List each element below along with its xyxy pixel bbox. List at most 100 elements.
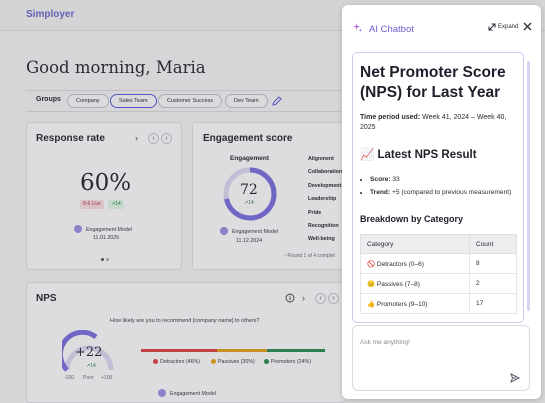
group-chip-dev-team[interactable]: Dev Team	[225, 94, 268, 108]
expand-icon[interactable]	[488, 23, 496, 31]
legend-promoters-label: Promoters (24%)	[271, 359, 312, 365]
nps-gauge	[62, 330, 114, 372]
trend-item: Trend: +5 (compared to previous measurem…	[370, 188, 520, 198]
chatbot-title: AI Chatbot	[369, 24, 414, 35]
category-cell: 👍 Promoters (9–10)	[360, 293, 470, 314]
model-name: Engagement Model	[232, 229, 278, 235]
time-period-value: Week 41, 2024 – Week 40, 2025	[360, 114, 507, 131]
nps-result-list: Score: 33 Trend: +5 (compared to previou…	[360, 175, 520, 198]
nps-scale-min: -100	[64, 375, 75, 381]
category-item[interactable]: Well-being	[308, 236, 335, 243]
column-header-count: Count	[469, 234, 517, 254]
chatbot-panel: AI Chatbot Expand Net Promoter Score (NP…	[342, 5, 541, 399]
close-icon[interactable]	[523, 22, 532, 31]
round-progress: ◔ Round 1 of 4 complet	[283, 253, 335, 259]
nps-question: How likely are you to recommend [company…	[110, 318, 260, 324]
detractors-bar	[141, 349, 217, 352]
groups-filter: Groups Company Sales Team Customer Succe…	[26, 90, 356, 112]
info-icon[interactable]	[285, 293, 295, 303]
engagement-delta-value: 14	[248, 200, 254, 206]
model-date: 11.12.2024	[236, 238, 263, 244]
category-item[interactable]: Recognition	[308, 222, 339, 229]
message-content: Net Promoter Score (NPS) for Last Year T…	[360, 63, 520, 314]
nps-scale-label: Poor	[83, 375, 94, 381]
nps-title: NPS	[36, 293, 57, 304]
table-row: 🚫 Detractors (0–6) 8	[360, 253, 517, 274]
category-cell: 😐 Passives (7–8)	[360, 273, 470, 294]
response-rate-card	[26, 122, 182, 270]
chevron-right-icon[interactable]: ›	[328, 293, 339, 304]
engagement-delta: ↗14	[244, 200, 254, 206]
greeting-title: Good morning, Maria	[26, 58, 206, 77]
latest-nps-heading: 📈 Latest NPS Result	[360, 149, 477, 161]
engagement-label: Engagement	[230, 155, 270, 162]
model-name: Engagement Model	[170, 391, 216, 397]
spark-icon	[353, 23, 362, 32]
chevron-right-icon[interactable]: ›	[161, 133, 172, 144]
chevron-right-icon[interactable]: ›	[302, 293, 305, 303]
group-chip-sales-team[interactable]: Sales Team	[110, 94, 157, 108]
message-scrollbar[interactable]	[527, 61, 530, 311]
pager-dot[interactable]	[106, 258, 109, 261]
delta-badge: ↗14	[108, 200, 124, 209]
chatbot-header: AI Chatbot Expand	[342, 5, 541, 49]
delta-value: 14	[115, 201, 121, 207]
group-chip-customer-success[interactable]: Customer Success	[158, 94, 223, 108]
category-table: Category Count 🚫 Detractors (0–6) 8 😐 Pa…	[360, 234, 517, 314]
response-rate-title: Response rate	[36, 133, 105, 144]
chevron-right-icon[interactable]: ›	[135, 133, 138, 143]
table-header-row: Category Count	[360, 234, 517, 254]
score-value: 33	[390, 176, 400, 183]
category-item[interactable]: Development	[308, 182, 342, 189]
category-item[interactable]: Collaboration	[308, 169, 343, 176]
table-row: 👍 Promoters (9–10) 17	[360, 293, 517, 314]
chat-input[interactable]	[360, 336, 520, 348]
legend-passives-label: Passives (30%)	[218, 359, 255, 365]
score-item: Score: 33	[370, 175, 520, 185]
group-chip-company[interactable]: Company	[67, 94, 109, 108]
nps-value: +22	[75, 345, 103, 360]
response-rate-value: 60%	[80, 170, 132, 196]
nps-delta-value: 14	[90, 363, 96, 369]
model-icon	[158, 389, 166, 397]
column-header-category: Category	[360, 234, 470, 254]
time-period: Time period used: Week 41, 2024 – Week 4…	[360, 113, 520, 133]
live-badge: 8-6 Live	[80, 200, 104, 209]
app-logo[interactable]: Simployer	[26, 9, 75, 20]
count-cell: 17	[469, 293, 517, 314]
category-item[interactable]: Pride	[308, 209, 322, 216]
breakdown-heading: Breakdown by Category	[360, 214, 464, 224]
table-row: 😐 Passives (7–8) 2	[360, 273, 517, 294]
pager-dot-active[interactable]	[101, 258, 104, 261]
trend-label: Trend:	[370, 189, 391, 196]
legend-passives: Passives (30%)	[211, 359, 255, 365]
send-icon[interactable]	[508, 371, 522, 385]
engagement-score-title: Engagement score	[203, 133, 293, 144]
category-item[interactable]: Alignment	[308, 156, 334, 162]
count-cell: 2	[469, 273, 517, 294]
legend-detractors: Detractors (46%)	[153, 359, 200, 365]
promoters-bar	[267, 349, 325, 352]
engagement-category-list: Alignment Collaboration Development Lead…	[308, 156, 342, 250]
nps-scale-max: +100	[101, 375, 113, 381]
chevron-left-icon[interactable]: ‹	[315, 293, 326, 304]
passives-bar	[217, 349, 267, 352]
expand-button[interactable]: Expand	[498, 24, 519, 30]
edit-icon[interactable]	[271, 95, 283, 107]
chevron-left-icon[interactable]: ‹	[148, 133, 159, 144]
chat-input-container	[352, 325, 530, 391]
assistant-message: Net Promoter Score (NPS) for Last Year T…	[352, 52, 524, 323]
nps-delta: ↗14	[86, 363, 96, 369]
engagement-value: 72	[240, 182, 258, 198]
groups-label: Groups	[36, 96, 61, 103]
legend-promoters: Promoters (24%)	[264, 359, 311, 365]
message-heading: Net Promoter Score (NPS) for Last Year	[360, 64, 506, 101]
model-icon	[220, 227, 228, 235]
legend-detractors-label: Detractors (46%)	[160, 359, 201, 365]
category-cell: 🚫 Detractors (0–6)	[360, 253, 470, 274]
category-item[interactable]: Leadership	[308, 196, 337, 203]
time-period-label: Time period used:	[360, 114, 421, 121]
model-date: 11.01.2025	[93, 235, 120, 241]
engagement-gauge	[223, 167, 277, 221]
round-progress-text: Round 1 of 4 complet	[287, 253, 335, 259]
